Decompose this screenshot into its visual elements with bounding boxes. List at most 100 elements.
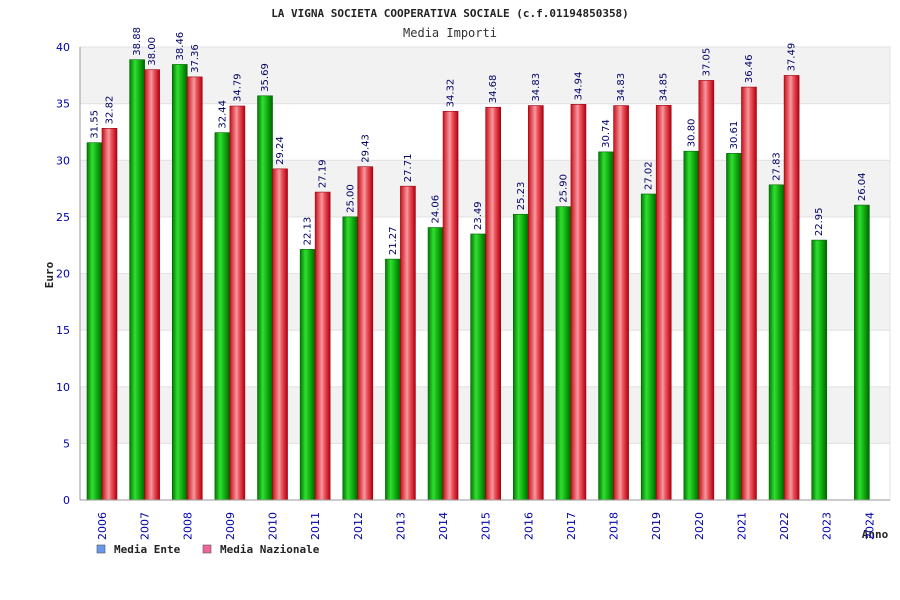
y-tick-label: 0 bbox=[63, 494, 70, 507]
y-tick-label: 25 bbox=[56, 211, 70, 224]
x-tick-label: 2010 bbox=[267, 512, 280, 540]
bar-media-ente bbox=[427, 227, 444, 501]
x-tick-label: 2007 bbox=[139, 512, 152, 540]
bar-media-ente bbox=[513, 213, 529, 501]
legend-label-media-ente: Media Ente bbox=[114, 543, 181, 556]
bar-value-label: 27.02 bbox=[644, 161, 655, 190]
x-tick-label: 2008 bbox=[181, 512, 194, 540]
bar-value-label: 30.61 bbox=[729, 121, 740, 150]
y-axis-label: Euro bbox=[43, 261, 56, 288]
y-axis-ticks: 0 5 10 15 20 25 30 35 40 bbox=[56, 41, 70, 507]
bar-media-ente bbox=[86, 142, 103, 501]
legend-swatch-media-ente bbox=[96, 544, 106, 554]
x-tick-label: 2021 bbox=[735, 512, 748, 540]
bar-media-ente bbox=[470, 233, 486, 501]
y-tick-label: 5 bbox=[63, 437, 70, 450]
bar-value-label: 34.68 bbox=[488, 75, 499, 104]
bar-media-nazionale bbox=[698, 80, 715, 501]
y-tick-label: 10 bbox=[56, 381, 70, 394]
bar-media-nazionale bbox=[613, 105, 629, 501]
x-tick-label: 2019 bbox=[650, 512, 663, 540]
bar-media-ente bbox=[811, 239, 828, 501]
bar-media-nazionale bbox=[101, 128, 118, 501]
bar-media-nazionale bbox=[357, 166, 374, 501]
bar-media-nazionale bbox=[485, 106, 501, 501]
bar-value-label: 27.83 bbox=[772, 152, 783, 181]
bar-value-label: 34.85 bbox=[659, 73, 670, 102]
bar-value-label: 38.46 bbox=[175, 32, 186, 61]
x-tick-label: 2018 bbox=[608, 512, 621, 540]
bar-media-nazionale bbox=[400, 185, 416, 501]
bar-media-ente bbox=[854, 204, 870, 501]
x-tick-label: 2017 bbox=[565, 512, 578, 540]
bar-value-label: 36.46 bbox=[744, 54, 755, 83]
y-tick-label: 30 bbox=[56, 154, 70, 167]
bar-media-ente bbox=[683, 150, 700, 501]
bar-value-label: 34.32 bbox=[446, 79, 457, 108]
bar-media-ente bbox=[342, 216, 359, 501]
x-tick-label: 2015 bbox=[480, 512, 493, 540]
bar-value-label: 38.88 bbox=[132, 27, 143, 56]
bar-media-nazionale bbox=[229, 105, 246, 501]
x-tick-label: 2024 bbox=[863, 512, 876, 540]
bar-media-nazionale bbox=[783, 75, 800, 501]
bar-media-ente bbox=[299, 249, 316, 501]
x-tick-label: 2011 bbox=[309, 512, 322, 540]
bar-value-label: 24.06 bbox=[431, 195, 442, 224]
x-tick-label: 2009 bbox=[224, 512, 237, 540]
bar-media-ente bbox=[640, 193, 657, 501]
bar-value-label: 32.44 bbox=[217, 100, 228, 129]
bar-value-label: 21.27 bbox=[388, 226, 399, 255]
bar-media-nazionale bbox=[570, 104, 587, 501]
legend-label-media-nazionale: Media Nazionale bbox=[220, 543, 320, 556]
x-tick-label: 2013 bbox=[394, 512, 407, 540]
x-tick-label: 2020 bbox=[693, 512, 706, 540]
x-axis-ticks: 2006 2007 2008 2009 2010 2011 2012 2013 2014 2015… bbox=[96, 512, 876, 540]
bar-value-label: 38.00 bbox=[147, 37, 158, 66]
bar-value-label: 22.95 bbox=[814, 207, 825, 236]
bar-media-nazionale bbox=[741, 86, 757, 501]
bar-value-label: 34.94 bbox=[573, 72, 584, 101]
chart-title: LA VIGNA SOCIETA COOPERATIVA SOCIALE (c.… bbox=[271, 7, 629, 20]
bar-value-label: 29.43 bbox=[360, 134, 371, 163]
bar-value-label: 30.80 bbox=[686, 119, 697, 148]
bar-value-label: 25.23 bbox=[516, 182, 527, 211]
chart-subtitle: Media Importi bbox=[403, 26, 497, 40]
bar-media-nazionale bbox=[655, 105, 672, 501]
y-tick-label: 15 bbox=[56, 324, 70, 337]
bar-media-nazionale bbox=[442, 111, 459, 501]
bar-media-nazionale bbox=[528, 105, 544, 501]
bar-value-label: 22.13 bbox=[303, 217, 314, 246]
bar-media-ente bbox=[214, 132, 231, 501]
bar-value-label: 35.69 bbox=[260, 63, 271, 92]
x-tick-label: 2012 bbox=[352, 512, 365, 540]
bar-value-label: 34.83 bbox=[616, 73, 627, 102]
bar-value-label: 25.90 bbox=[558, 174, 569, 203]
bar-media-nazionale bbox=[272, 168, 288, 501]
y-tick-label: 35 bbox=[56, 98, 70, 111]
bar-value-label: 34.79 bbox=[232, 73, 243, 102]
bar-value-label: 27.71 bbox=[403, 154, 414, 183]
bar-media-ente bbox=[555, 206, 572, 501]
bar-value-label: 26.04 bbox=[857, 172, 868, 201]
x-tick-label: 2023 bbox=[821, 512, 834, 540]
bar-media-nazionale bbox=[144, 69, 160, 501]
bar-media-ente bbox=[768, 184, 785, 501]
x-tick-label: 2016 bbox=[522, 512, 535, 540]
bar-value-label: 34.83 bbox=[531, 73, 542, 102]
bar-value-label: 37.36 bbox=[190, 44, 201, 73]
bar-media-ente bbox=[257, 95, 273, 501]
bar-media-nazionale bbox=[314, 191, 331, 501]
bar-value-label: 25.00 bbox=[345, 184, 356, 213]
legend-swatch-media-nazionale bbox=[202, 544, 212, 554]
bar-media-nazionale bbox=[186, 76, 203, 501]
bar-value-label: 37.05 bbox=[701, 48, 712, 77]
bar-media-ente bbox=[598, 151, 614, 501]
bar-value-label: 30.74 bbox=[601, 119, 612, 148]
bar-series: 31.55 32.82 38.88 38.00 38.46 37.36 32.44 34.79… bbox=[86, 27, 870, 501]
y-tick-label: 40 bbox=[56, 41, 70, 54]
x-tick-label: 2022 bbox=[778, 512, 791, 540]
bar-media-ente bbox=[385, 258, 401, 501]
bar-media-ente bbox=[726, 153, 742, 501]
bar-value-label: 31.55 bbox=[90, 110, 101, 139]
